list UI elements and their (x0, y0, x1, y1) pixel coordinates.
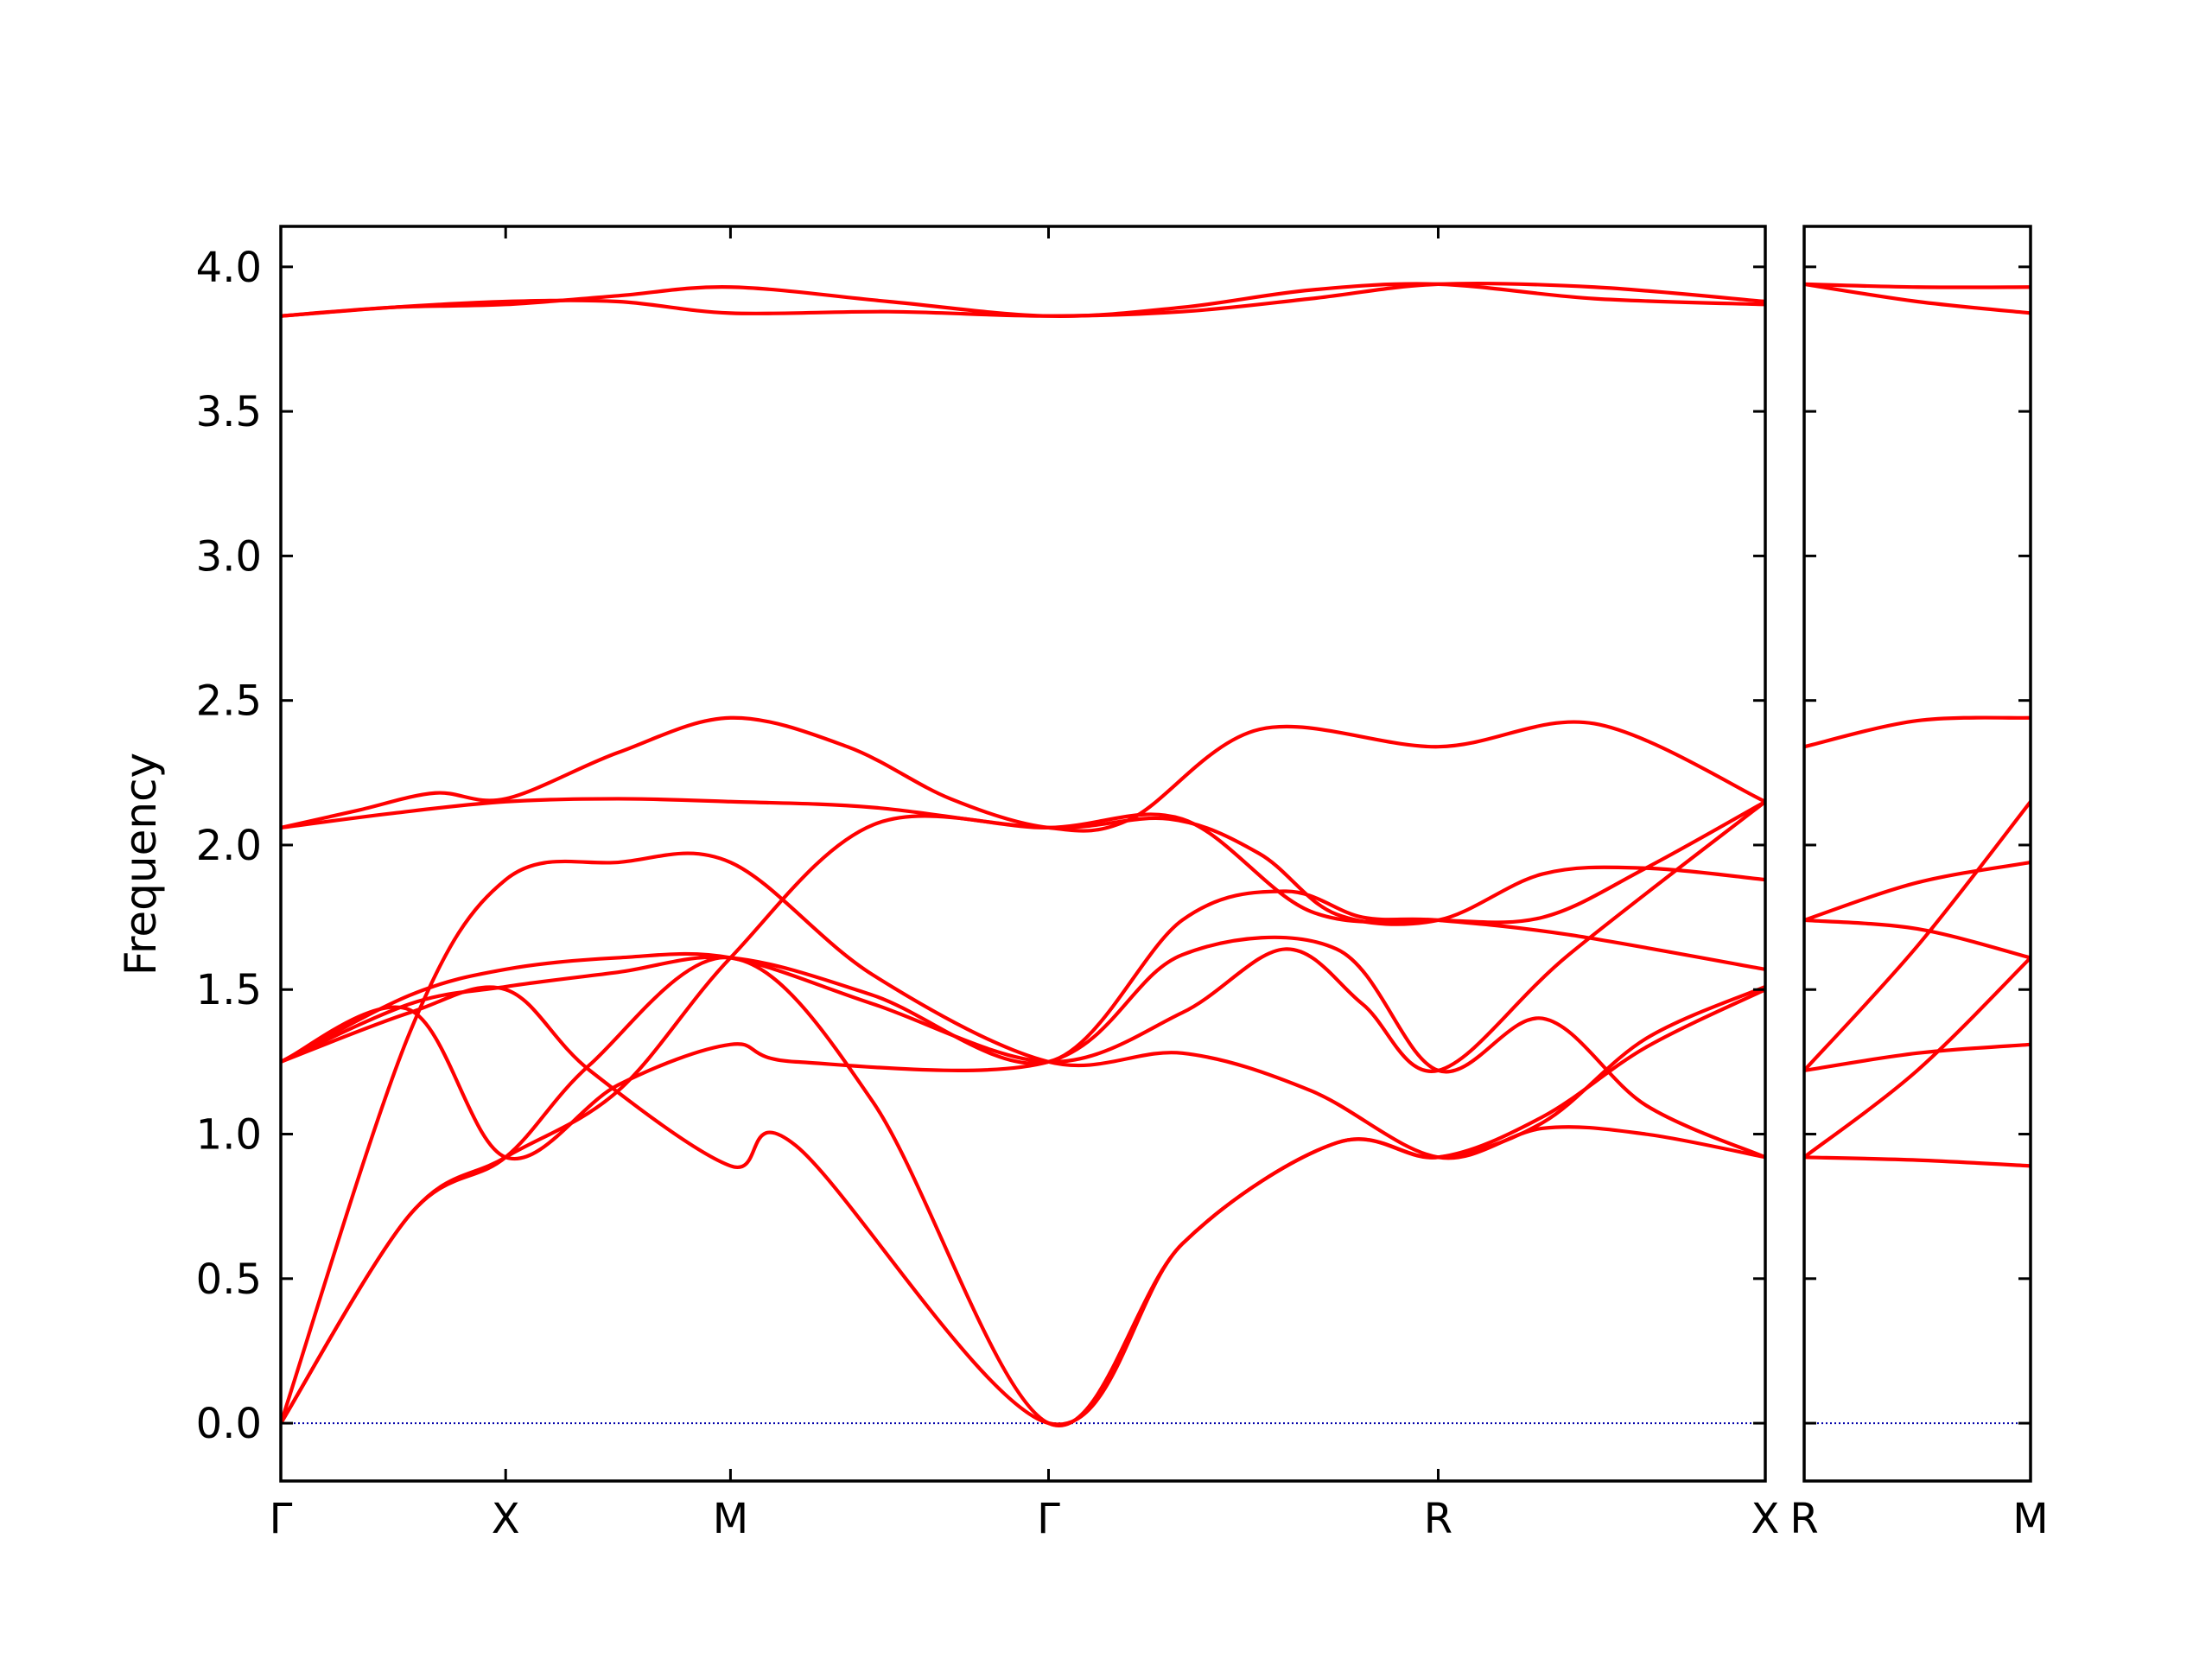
y-tick-label: 0.0 (196, 1400, 262, 1448)
y-tick-label: 4.0 (196, 244, 262, 292)
y-axis-label: Frequency (116, 753, 166, 976)
plot-frame (1802, 225, 2032, 1483)
band-line-8 (1804, 956, 2031, 1160)
band-line-2 (1804, 282, 2031, 315)
band-line-7 (281, 851, 1765, 1426)
x-tick-label-4: Γ (1037, 1495, 1060, 1543)
band-line-1 (1804, 282, 2031, 289)
x-tick-label-1: Γ (270, 1495, 293, 1543)
y-tick-label: 0.5 (196, 1255, 262, 1304)
band-line-6 (1804, 799, 2031, 1073)
band-line-5 (281, 799, 1765, 1073)
x-tick-label-2: X (492, 1495, 520, 1543)
band-line-7 (1804, 1042, 2031, 1073)
band-line-11 (281, 935, 1765, 1161)
band-line-10 (281, 984, 1765, 1427)
band-line-4 (281, 797, 1765, 926)
band-line-9 (281, 956, 1765, 1427)
band-line-1 (281, 281, 1765, 318)
band-line-3 (281, 715, 1765, 833)
bands-group (1804, 282, 2031, 1168)
band-line-3 (1804, 715, 2031, 749)
band-line-8 (281, 799, 1765, 1426)
band-line-2 (281, 282, 1765, 318)
band-line-9 (1804, 1155, 2031, 1168)
x-tick-label-6: X (1751, 1495, 1780, 1543)
x-tick-label-5: R (1424, 1495, 1452, 1543)
y-tick-label: 1.5 (196, 966, 262, 1014)
plot-panels: 0.00.51.01.52.02.53.03.54.0Γ X M Γ R X R M (196, 225, 2049, 1543)
plot-frame (279, 225, 1767, 1483)
y-tick-label: 2.5 (196, 677, 262, 726)
panel-main: 0.0 0.5 1.0 1.5 2.0 2.5 3.0 3.5 4.0 Γ X M Γ R X (196, 225, 1780, 1543)
band-line-4 (1804, 918, 2031, 960)
y-tick-label: 1.0 (196, 1111, 262, 1160)
x-tick-label-2: M (2012, 1495, 2048, 1543)
x-tick-label-3: M (713, 1495, 748, 1543)
y-tick-label: 3.0 (196, 532, 262, 581)
bands-group (281, 281, 1765, 1427)
band-line-5 (1804, 860, 2031, 923)
x-tick-label-1: R (1789, 1495, 1818, 1543)
y-tick-label: 3.5 (196, 388, 262, 436)
y-tick-label: 2.0 (196, 822, 262, 870)
